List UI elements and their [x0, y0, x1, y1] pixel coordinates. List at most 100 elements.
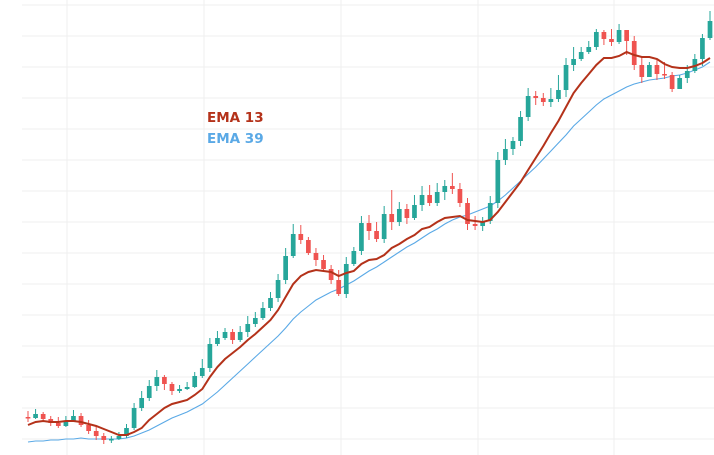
candle-body	[86, 425, 91, 431]
candle-body	[192, 376, 198, 387]
legend-ema-39-label: EMA 39	[207, 131, 264, 147]
candle-up	[419, 186, 425, 211]
candle-body	[593, 32, 599, 47]
candle-up	[593, 29, 599, 50]
candle-up	[556, 75, 561, 102]
candle-up	[237, 326, 243, 342]
candle-body	[215, 338, 220, 344]
candle-body	[55, 423, 61, 426]
candle-body	[662, 74, 667, 76]
candle-down	[298, 225, 304, 244]
candle-body	[396, 209, 402, 222]
candle-down	[631, 36, 637, 70]
candle-up	[700, 34, 705, 66]
candle-body	[669, 75, 675, 89]
candle-down	[472, 216, 478, 230]
candle-up	[290, 224, 296, 258]
candle-body	[359, 223, 364, 251]
candle-body	[116, 436, 122, 439]
candle-up	[139, 391, 145, 411]
candle-up	[343, 257, 349, 298]
candle-body	[260, 308, 266, 318]
candle-up	[525, 88, 531, 121]
candle-down	[533, 91, 539, 105]
candle-up	[222, 328, 228, 340]
candle-body	[109, 439, 114, 441]
candle-up	[245, 316, 251, 337]
candle-body	[177, 389, 182, 391]
candle-up	[503, 139, 508, 165]
candle-body	[283, 256, 288, 280]
candle-body	[389, 214, 395, 222]
ema-39-line	[27, 61, 711, 443]
candle-up	[109, 436, 114, 443]
candle-body	[677, 78, 683, 89]
candle-body	[343, 264, 349, 294]
candle-body	[321, 260, 326, 269]
candle-body	[616, 30, 622, 42]
candle-down	[40, 412, 46, 421]
candle-body	[199, 368, 205, 376]
candle-body	[207, 344, 213, 368]
candle-up	[275, 274, 281, 302]
candle-body	[427, 195, 432, 203]
candle-up	[260, 302, 266, 320]
candle-body	[518, 117, 523, 141]
candle-body	[154, 377, 160, 386]
candle-down	[669, 72, 675, 92]
candle-up	[548, 88, 554, 107]
candle-body	[237, 332, 243, 340]
candle-body	[503, 149, 508, 160]
candle-down	[321, 255, 326, 272]
candle-body	[510, 141, 516, 149]
candle-body	[298, 234, 304, 240]
candle-body	[412, 205, 417, 218]
candle-body	[131, 408, 137, 428]
candle-body	[563, 65, 569, 90]
candle-body	[162, 377, 167, 384]
candle-down	[374, 222, 379, 242]
candle-body	[404, 209, 410, 218]
candle-up	[268, 292, 273, 311]
candle-up	[131, 403, 137, 430]
candle-up	[692, 54, 698, 73]
candle-up	[647, 62, 652, 77]
candle-down	[389, 190, 395, 230]
candle-down	[540, 93, 546, 106]
candle-up	[707, 11, 713, 40]
candle-body	[601, 32, 607, 39]
legend: EMA 13 EMA 39	[207, 110, 264, 147]
candle-down	[609, 29, 614, 46]
candle-body	[275, 280, 281, 298]
candle-body	[442, 186, 448, 192]
candle-body	[700, 38, 705, 59]
candle-up	[518, 111, 523, 146]
gridlines	[22, 0, 714, 455]
candle-down	[230, 329, 235, 344]
candle-body	[631, 41, 637, 65]
candle-body	[63, 421, 69, 426]
candle-body	[328, 269, 334, 280]
candle-body	[139, 398, 145, 408]
candle-body	[707, 21, 713, 38]
candle-body	[586, 47, 592, 52]
candle-up	[495, 152, 501, 208]
candle-body	[624, 30, 629, 41]
candle-down	[654, 60, 660, 80]
candle-body	[290, 234, 296, 256]
candle-up	[184, 382, 190, 390]
candle-down	[25, 411, 31, 422]
candle-body	[571, 59, 576, 65]
candle-body	[487, 203, 493, 221]
candle-up	[154, 370, 160, 391]
candle-body	[169, 384, 175, 391]
candle-up	[586, 41, 592, 54]
candle-up	[146, 380, 152, 401]
candle-up	[396, 202, 402, 226]
candle-down	[336, 270, 342, 296]
candle-body	[525, 96, 531, 117]
candle-up	[192, 372, 198, 388]
candle-body	[480, 221, 486, 226]
candle-body	[306, 240, 311, 253]
candle-body	[465, 203, 470, 224]
